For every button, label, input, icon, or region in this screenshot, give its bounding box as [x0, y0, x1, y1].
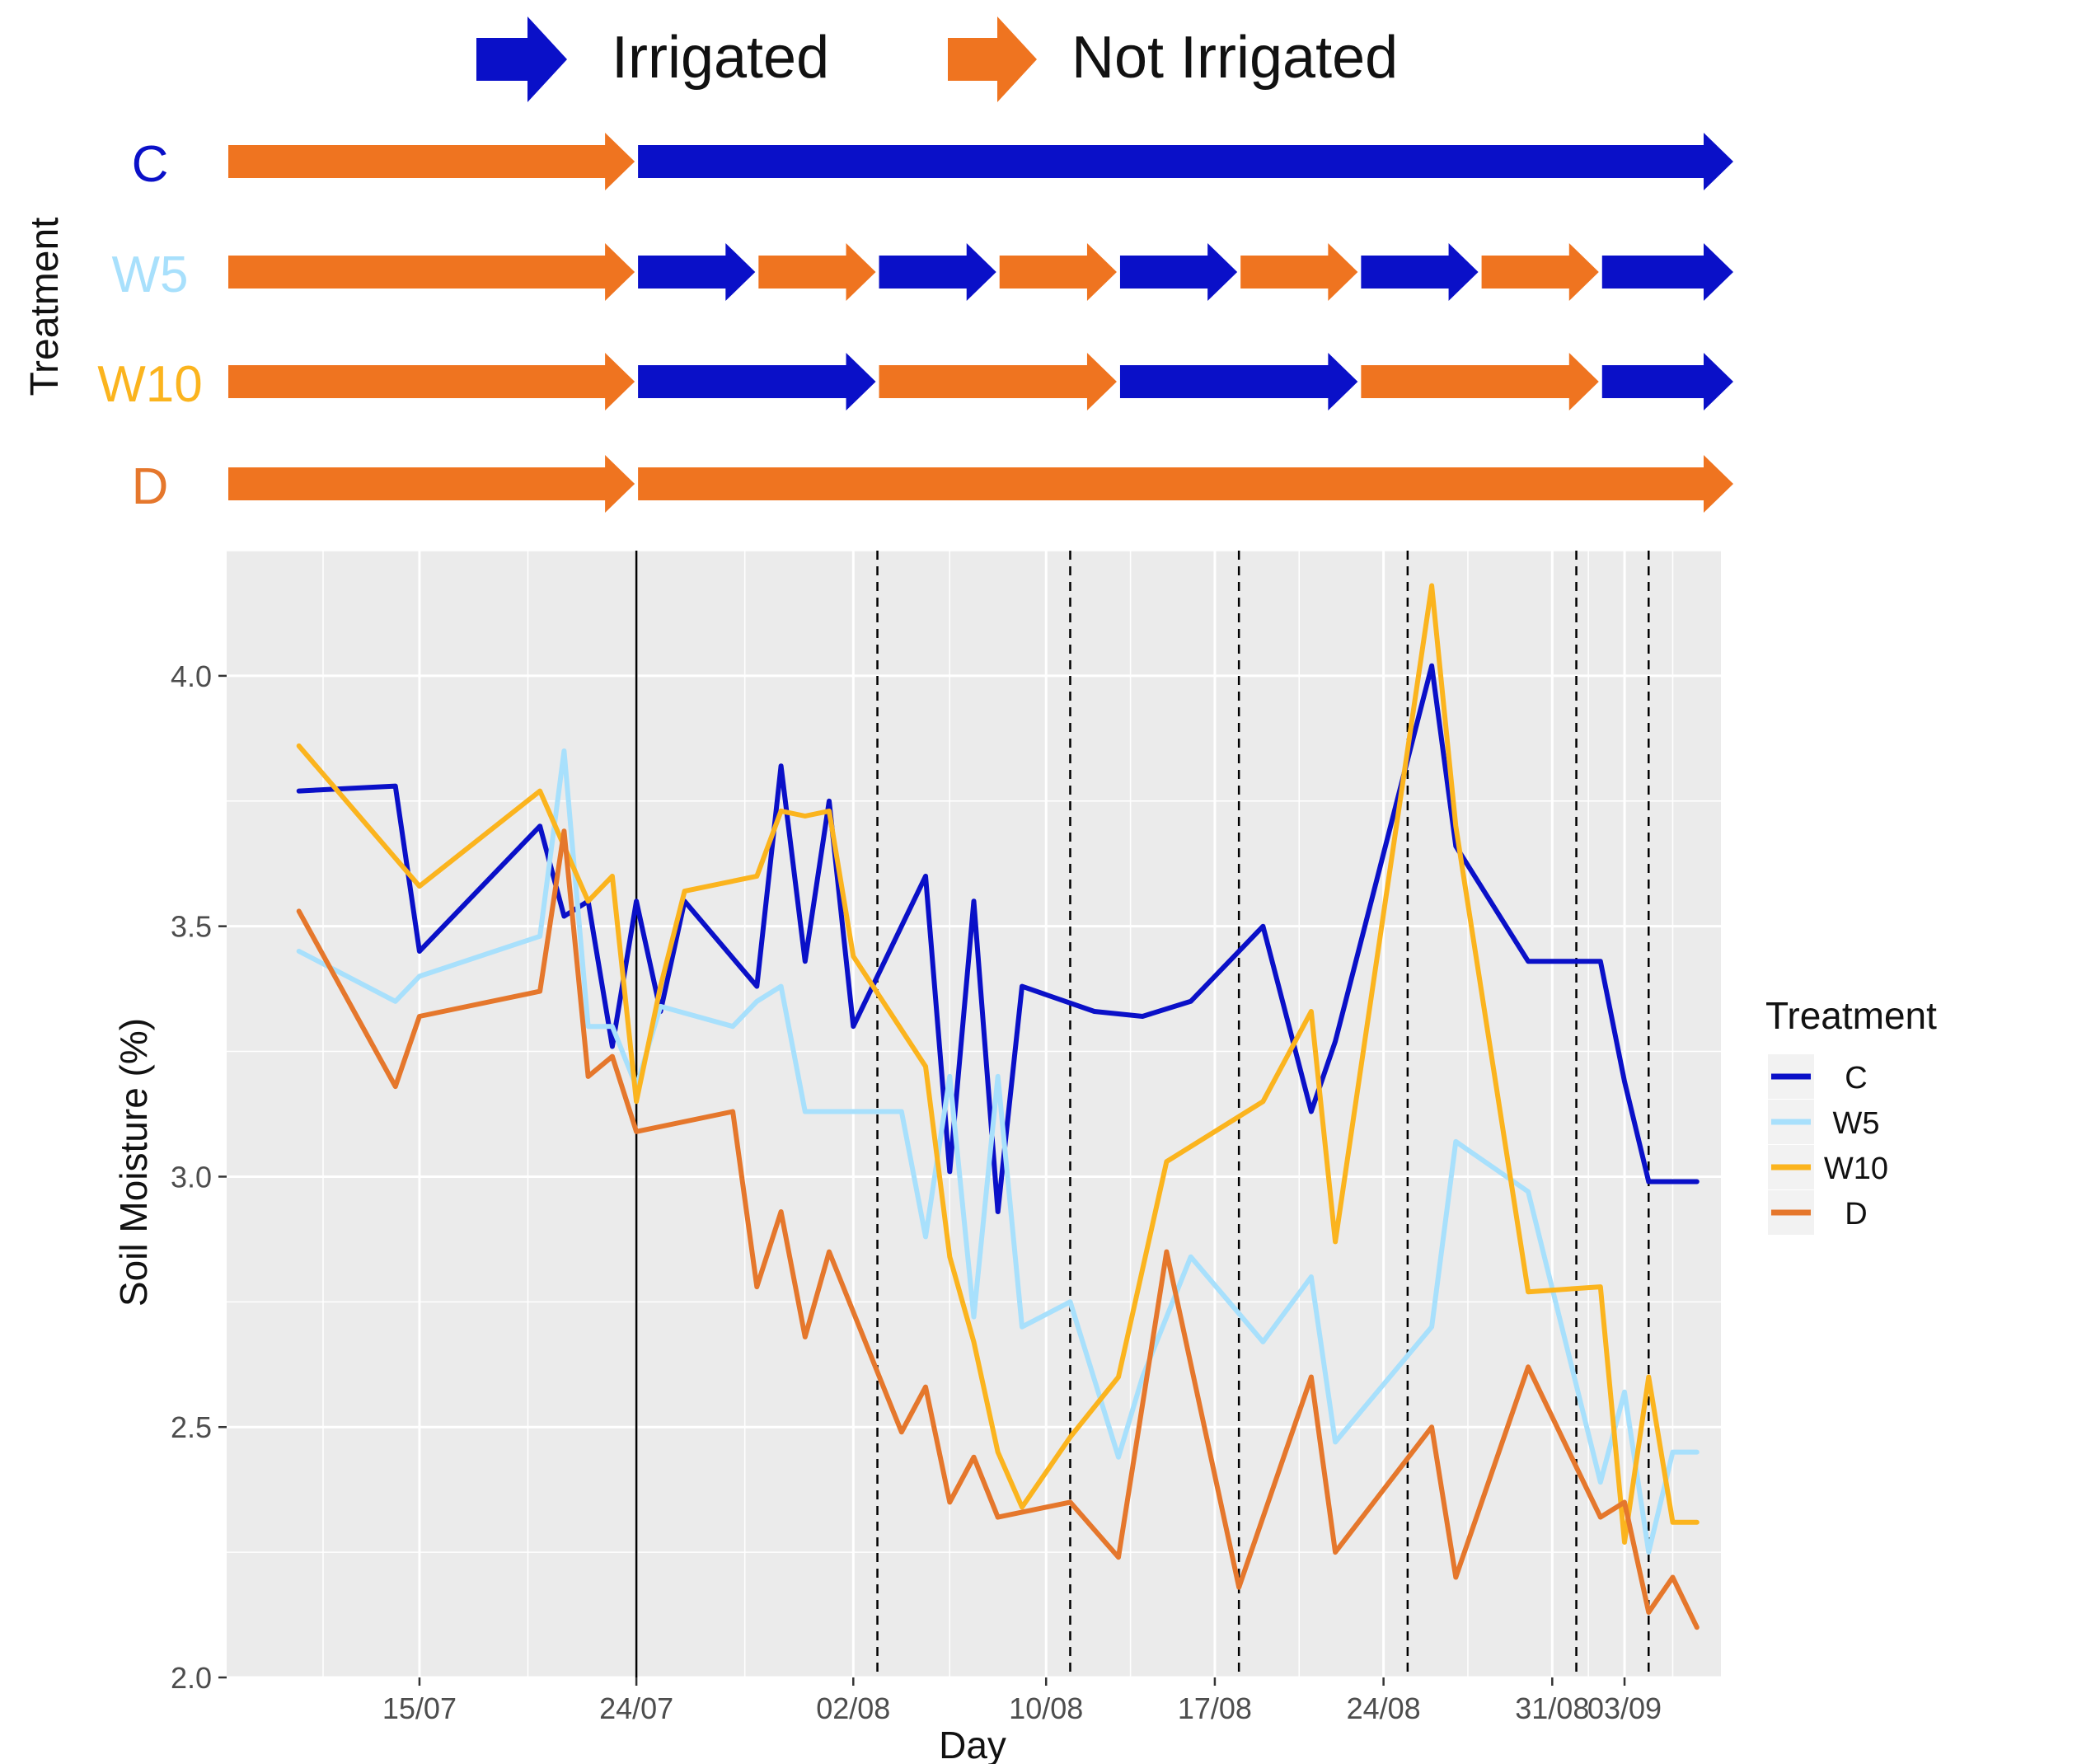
not-irrigated-segment-arrow [228, 353, 635, 411]
schedule-row-label: W5 [112, 246, 189, 303]
schedule-row-label: D [132, 458, 169, 515]
not-irrigated-segment-arrow [1481, 243, 1599, 301]
legend-item-d: D [1768, 1190, 1868, 1235]
x-tick-label: 10/08 [1009, 1691, 1083, 1725]
irrigated-segment-arrow [638, 133, 1733, 190]
x-tick-label: 24/08 [1347, 1691, 1421, 1725]
irrigated-label: Irrigated [612, 25, 829, 91]
y-tick-label: 2.0 [171, 1661, 212, 1695]
x-tick-label: 15/07 [382, 1691, 457, 1725]
schedule-row-w10: W10 [97, 353, 1733, 413]
line-chart: 2.0 2.5 3.0 3.5 4.0 15/07 24/07 02/08 10/08 17/0… [112, 550, 1937, 1764]
irrigation-switch-lines [635, 551, 1650, 1677]
schedule-row-c: C [132, 133, 1733, 193]
series-legend: Treatment C W5 W10 D [1765, 994, 1937, 1235]
y-axis-title: Soil Moisture (%) [112, 1018, 155, 1307]
series-lines [296, 583, 1700, 1630]
not-irrigated-segment-arrow [228, 243, 635, 301]
x-tick-label: 31/08 [1515, 1691, 1589, 1725]
legend-item-label: W10 [1824, 1152, 1888, 1186]
irrigated-segment-arrow [1361, 243, 1479, 301]
not-irrigated-segment-arrow [879, 353, 1117, 411]
series-line-d [296, 828, 1700, 1630]
not-irrigated-segment-arrow [228, 455, 635, 513]
not-irrigated-segment-arrow [758, 243, 876, 301]
irrigated-segment-arrow [638, 243, 756, 301]
irrigated-arrow-icon [476, 16, 567, 102]
top-legend: Irrigated Not Irrigated [476, 16, 1398, 102]
schedule-row-w5: W5 [112, 243, 1733, 303]
irrigated-segment-arrow [638, 353, 876, 411]
y-axis: 2.0 2.5 3.0 3.5 4.0 [171, 659, 227, 1695]
legend-item-label: W5 [1833, 1106, 1880, 1141]
schedule-row-label: C [132, 136, 169, 193]
irrigated-segment-arrow [879, 243, 996, 301]
schedule-row-d: D [132, 455, 1733, 515]
irrigated-segment-arrow [1119, 243, 1238, 301]
not-irrigated-label: Not Irrigated [1071, 25, 1398, 91]
x-tick-label: 03/09 [1587, 1691, 1662, 1725]
irrigated-segment-arrow [1601, 353, 1733, 411]
not-irrigated-arrow-icon [948, 16, 1037, 102]
not-irrigated-segment-arrow [1240, 243, 1358, 301]
not-irrigated-segment-arrow [638, 455, 1733, 513]
schedule-ylabel: Treatment [23, 218, 67, 396]
y-tick-label: 3.5 [171, 910, 212, 944]
y-tick-label: 3.0 [171, 1160, 212, 1194]
x-axis-title: Day [939, 1724, 1006, 1764]
legend-item-label: D [1845, 1197, 1867, 1232]
y-tick-label: 2.5 [171, 1410, 212, 1444]
schedule-row-label: W10 [97, 356, 202, 413]
x-tick-label: 24/07 [599, 1691, 673, 1725]
x-tick-label: 17/08 [1178, 1691, 1252, 1725]
irrigated-segment-arrow [1119, 353, 1358, 411]
legend-items: C W5 W10 D [1768, 1054, 1888, 1235]
schedule-panel: Treatment C W5 W10 D [23, 133, 1733, 515]
plot-panel [227, 551, 1721, 1677]
legend-item-c: C [1768, 1054, 1868, 1099]
legend-title: Treatment [1765, 994, 1937, 1037]
schedule-rows: C W5 W10 D [97, 133, 1733, 515]
series-line-w5 [296, 748, 1700, 1555]
legend-item-label: C [1845, 1061, 1867, 1095]
legend-item-w10: W10 [1768, 1145, 1888, 1189]
not-irrigated-segment-arrow [1361, 353, 1599, 411]
series-line-w10 [296, 583, 1700, 1545]
irrigated-segment-arrow [1601, 243, 1733, 301]
series-line-c [296, 663, 1700, 1214]
not-irrigated-segment-arrow [999, 243, 1117, 301]
not-irrigated-segment-arrow [228, 133, 635, 190]
y-tick-label: 4.0 [171, 659, 212, 693]
x-tick-label: 02/08 [816, 1691, 890, 1725]
legend-item-w5: W5 [1768, 1100, 1880, 1144]
